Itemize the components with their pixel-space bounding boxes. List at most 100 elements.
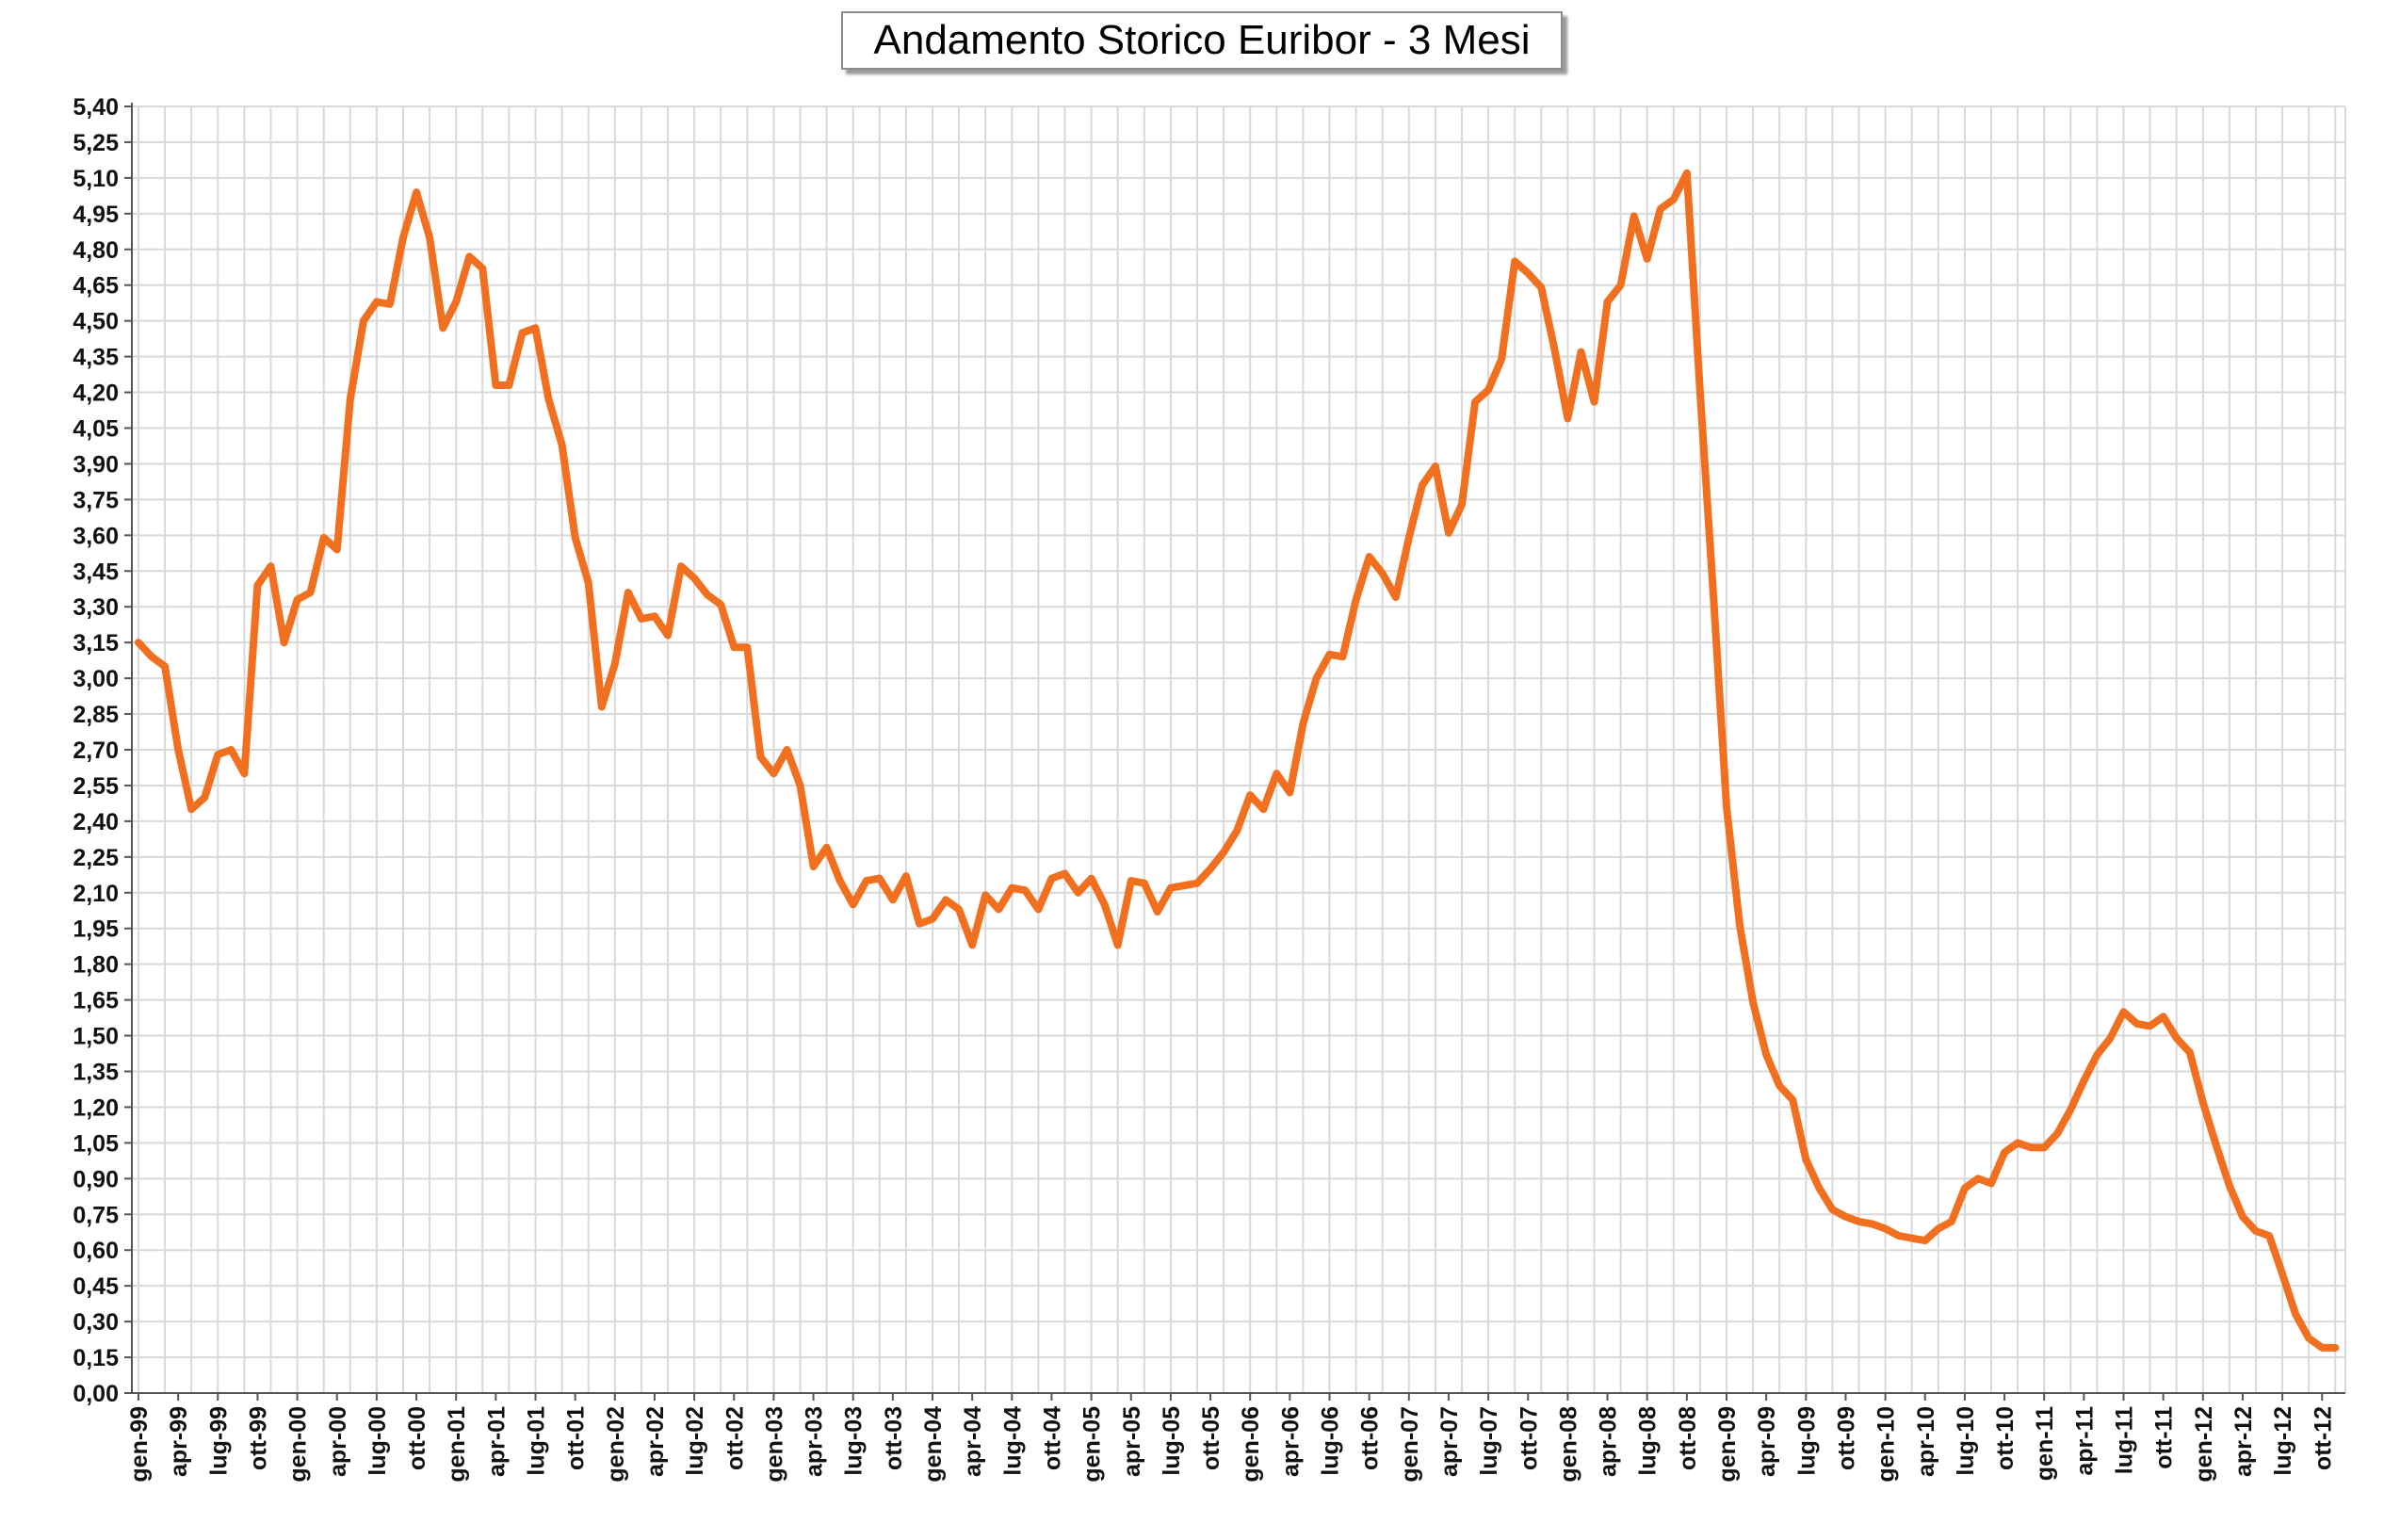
x-tick-label: apr-07 xyxy=(1436,1406,1463,1477)
x-tick-label: lug-01 xyxy=(524,1406,550,1476)
y-tick-label: 1,35 xyxy=(73,1060,119,1086)
y-tick-label: 3,60 xyxy=(73,523,119,549)
y-tick-label: 5,10 xyxy=(73,166,119,192)
y-tick-label: 1,20 xyxy=(73,1094,119,1121)
y-tick-label: 2,85 xyxy=(73,702,119,728)
x-tick-label: ott-05 xyxy=(1198,1406,1224,1470)
x-tick-label: ott-09 xyxy=(1833,1406,1859,1470)
x-tick-label: apr-11 xyxy=(2071,1406,2098,1476)
x-tick-label: gen-00 xyxy=(285,1406,312,1483)
y-tick-label: 4,35 xyxy=(73,345,119,371)
x-tick-label: gen-07 xyxy=(1397,1406,1423,1483)
x-tick-label: apr-99 xyxy=(166,1406,192,1477)
x-tick-label: gen-03 xyxy=(761,1406,787,1483)
y-tick-label: 4,65 xyxy=(73,273,119,300)
x-tick-label: gen-08 xyxy=(1555,1406,1581,1483)
x-tick-label: lug-03 xyxy=(841,1406,868,1476)
y-tick-label: 4,80 xyxy=(73,237,119,264)
x-tick-label: lug-07 xyxy=(1476,1406,1502,1476)
y-tick-label: 1,50 xyxy=(73,1024,119,1050)
x-tick-label: lug-12 xyxy=(2270,1406,2296,1476)
x-tick-label: apr-08 xyxy=(1596,1406,1622,1477)
y-tick-label: 0,60 xyxy=(73,1238,119,1264)
x-tick-label: apr-01 xyxy=(483,1406,510,1477)
y-tick-label: 0,45 xyxy=(73,1273,119,1300)
y-tick-label: 3,00 xyxy=(73,666,119,692)
y-tick-label: 1,05 xyxy=(73,1130,119,1157)
y-tick-label: 2,10 xyxy=(73,881,119,907)
x-tick-label: lug-05 xyxy=(1159,1406,1185,1476)
y-tick-label: 5,40 xyxy=(73,94,119,121)
y-tick-label: 0,90 xyxy=(73,1166,119,1192)
x-tick-label: lug-02 xyxy=(682,1406,708,1476)
x-tick-label: apr-09 xyxy=(1754,1406,1780,1477)
y-tick-label: 3,45 xyxy=(73,559,119,585)
x-tick-label: apr-12 xyxy=(2230,1406,2257,1477)
y-tick-label: 4,20 xyxy=(73,381,119,407)
y-tick-label: 1,95 xyxy=(73,916,119,943)
y-tick-label: 4,05 xyxy=(73,416,119,443)
y-tick-label: 2,55 xyxy=(73,773,119,800)
x-tick-label: ott-01 xyxy=(563,1406,590,1470)
axes xyxy=(124,103,2345,1401)
x-tick-label: apr-06 xyxy=(1277,1406,1304,1477)
x-tick-label: gen-10 xyxy=(1873,1406,1900,1483)
x-tick-label: gen-99 xyxy=(126,1406,153,1483)
x-tick-label: ott-00 xyxy=(404,1406,430,1470)
x-tick-label: gen-05 xyxy=(1079,1406,1106,1483)
x-tick-label: gen-01 xyxy=(444,1406,470,1483)
y-tick-label: 0,75 xyxy=(73,1202,119,1228)
y-tick-label: 3,75 xyxy=(73,487,119,513)
x-tick-label: apr-10 xyxy=(1913,1406,1939,1477)
x-tick-label: ott-02 xyxy=(722,1406,748,1470)
x-tick-label: lug-10 xyxy=(1953,1406,1979,1476)
x-tick-label: ott-08 xyxy=(1675,1406,1701,1470)
x-tick-label: gen-09 xyxy=(1714,1406,1741,1483)
y-tick-label: 1,65 xyxy=(73,988,119,1014)
y-tick-label: 0,30 xyxy=(73,1309,119,1336)
x-tick-label: apr-00 xyxy=(325,1406,351,1477)
series-layer xyxy=(135,169,2340,1352)
y-tick-label: 1,80 xyxy=(73,952,119,979)
x-tick-label: apr-02 xyxy=(642,1406,669,1477)
x-tick-label: lug-04 xyxy=(999,1406,1026,1476)
x-tick-label: gen-06 xyxy=(1238,1406,1264,1483)
y-tick-label: 0,15 xyxy=(73,1345,119,1371)
x-tick-label: ott-04 xyxy=(1039,1406,1065,1470)
x-tick-label: ott-03 xyxy=(881,1406,907,1470)
y-tick-label: 2,70 xyxy=(73,738,119,764)
x-tick-label: lug-08 xyxy=(1635,1406,1662,1476)
chart-title: Andamento Storico Euribor - 3 Mesi xyxy=(841,11,1563,70)
series-line xyxy=(135,169,2340,1352)
y-tick-label: 0,00 xyxy=(73,1381,119,1407)
y-tick-label: 4,50 xyxy=(73,309,119,335)
x-tick-label: lug-11 xyxy=(2112,1406,2138,1474)
x-tick-label: ott-10 xyxy=(1992,1406,2019,1470)
grid-lines xyxy=(132,105,2346,1393)
x-axis-ticks: gen-99 apr-99 lug-99 ott-99 gen-00 apr-00 lug-… xyxy=(126,1406,2336,1483)
y-tick-label: 3,90 xyxy=(73,451,119,478)
x-tick-label: ott-99 xyxy=(245,1406,271,1470)
x-tick-label: ott-12 xyxy=(2310,1406,2336,1470)
x-tick-label: apr-04 xyxy=(960,1406,986,1477)
x-tick-label: ott-11 xyxy=(2151,1406,2178,1469)
y-axis-ticks: 0,00 0,15 0,30 0,45 0,60 0,75 0,90 1,05 1,20 1,35… xyxy=(73,94,119,1407)
x-tick-label: apr-05 xyxy=(1119,1406,1145,1477)
x-tick-label: gen-12 xyxy=(2191,1406,2217,1483)
x-tick-label: lug-99 xyxy=(205,1406,232,1476)
y-tick-label: 4,95 xyxy=(73,202,119,228)
x-tick-label: apr-03 xyxy=(802,1406,828,1477)
x-tick-label: ott-07 xyxy=(1516,1406,1542,1470)
y-tick-label: 3,30 xyxy=(73,594,119,621)
x-tick-label: gen-02 xyxy=(603,1406,629,1483)
y-tick-label: 2,25 xyxy=(73,845,119,871)
x-tick-label: gen-04 xyxy=(920,1406,947,1483)
y-tick-label: 3,15 xyxy=(73,630,119,657)
x-tick-label: ott-06 xyxy=(1357,1406,1384,1470)
x-tick-label: lug-00 xyxy=(365,1406,391,1476)
x-tick-label: gen-11 xyxy=(2032,1406,2058,1481)
y-tick-label: 2,40 xyxy=(73,809,119,835)
x-tick-label: lug-09 xyxy=(1793,1406,1820,1476)
